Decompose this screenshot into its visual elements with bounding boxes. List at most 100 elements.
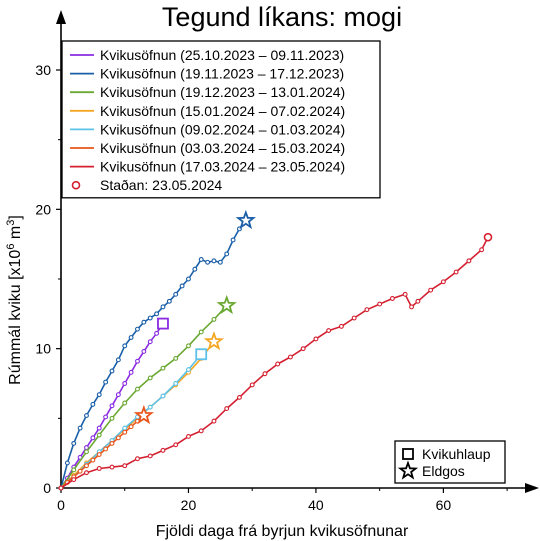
legend-entry: Kvikusöfnun (09.02.2024 – 01.03.2024) [70,121,345,137]
data-point [173,291,179,297]
tick-labels: 0 20 40 60 0 10 20 30 [35,62,508,513]
data-point [58,485,64,491]
x-tick-label: 40 [308,497,324,513]
data-point [122,429,128,435]
series-end-marker [195,348,208,361]
data-point [109,464,115,470]
data-point [122,463,128,469]
x-axis-arrow [525,483,539,493]
data-point [236,394,242,400]
data-point [122,343,128,349]
data-point [128,424,134,430]
legend-label: Kvikusöfnun (25.10.2023 – 09.11.2023) [100,47,344,63]
data-point [96,466,102,471]
symbol-legend-marker [397,460,419,480]
data-point [453,269,459,275]
data-point [84,470,89,476]
data-point [109,403,115,409]
data-point [160,447,166,453]
data-point [211,258,217,264]
data-point [377,301,383,307]
axes [56,10,539,493]
y-axis-arrow [56,10,66,24]
legend-entry: Kvikusöfnun (25.10.2023 – 09.11.2023) [70,47,344,63]
data-point [96,392,102,398]
data-point [122,400,128,406]
data-point [135,326,140,332]
data-point [90,457,96,463]
y-tick-label: 20 [35,201,51,217]
data-point [300,346,306,352]
data-point [147,453,153,459]
data-point [77,468,83,474]
data-point [84,413,89,418]
data-point [173,442,179,448]
data-point [198,428,204,434]
data-point [186,367,191,373]
legend-label: Staðan: 23.05.2024 [100,177,222,193]
y-tick-label: 10 [35,341,51,357]
data-point [122,425,128,431]
data-point [287,354,293,360]
data-point [389,296,395,301]
series-end-marker [203,331,225,351]
data-point [147,404,153,410]
x-tick-label: 20 [181,497,197,513]
data-point [173,381,179,386]
y-axis-label-exp: 6 [5,244,17,250]
data-point [96,452,102,458]
symbol-legend-marker [402,448,414,460]
data-point [230,237,236,243]
data-point [135,386,140,392]
data-point [402,291,408,297]
legend-label: Kvikusöfnun (09.02.2024 – 01.03.2024) [100,121,345,137]
series-line [60,304,228,489]
data-point [198,257,204,262]
data-point [64,460,70,466]
symbol-legend-label: Kvikuhlaup [422,446,491,462]
symbol-legend-box [394,440,506,484]
data-point [160,304,166,310]
data-point [90,401,96,407]
data-point [77,425,83,431]
data-point [415,298,421,304]
data-point [135,358,140,364]
data-point [479,247,485,253]
series-6 [58,404,154,491]
data-point [192,266,198,272]
y-axis-label: Rúmmál kviku [x106 m3] [5,215,24,385]
data-point [135,456,140,462]
data-point [128,369,134,375]
data-point [224,406,230,412]
y-tick-label: 0 [43,480,51,496]
series-end-marker [157,317,169,330]
data-point [160,365,166,371]
data-point [466,258,472,264]
legend-box [61,40,381,199]
data-point [103,414,109,420]
data-point [103,379,109,385]
legend-label: Kvikusöfnun (15.01.2024 – 07.02.2024) [100,103,345,119]
y-axis-label-close: ] [7,215,24,219]
symbol-legend-entry: Eldgos [397,460,465,480]
data-point [96,432,102,438]
data-point [224,251,230,257]
data-point [71,440,77,446]
data-point [115,435,121,441]
legend-entry: Kvikusöfnun (17.03.2024 – 23.05.2024) [70,159,345,175]
x-tick-label: 0 [57,497,65,513]
data-point [115,392,121,398]
data-point [109,368,115,374]
series-end-marker [133,404,154,425]
data-point [166,298,172,304]
data-point [154,311,160,317]
data-point [198,329,204,335]
data-point [217,259,223,265]
series-end-marker [235,209,256,230]
data-point [186,433,191,439]
x-axis-label: Fjöldi daga frá byrjun kvikusöfnunar [156,523,409,540]
data-point [128,335,134,340]
data-point [205,259,211,265]
data-point [122,381,128,386]
